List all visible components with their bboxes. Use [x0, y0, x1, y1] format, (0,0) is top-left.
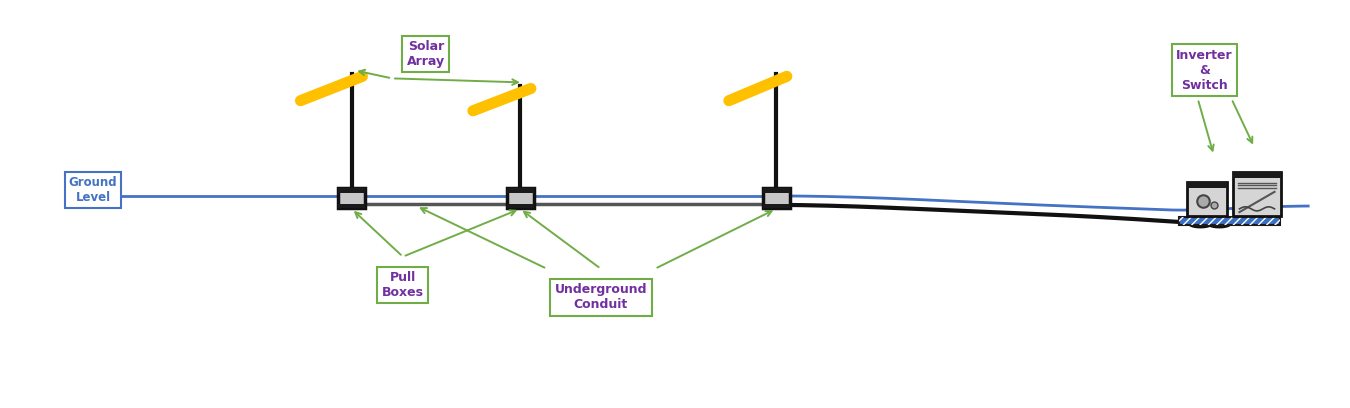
- Bar: [1179, 217, 1280, 226]
- Text: Underground
Conduit: Underground Conduit: [555, 283, 647, 311]
- Bar: [339, 188, 365, 208]
- Bar: [1233, 172, 1281, 178]
- Bar: [1179, 217, 1280, 226]
- Bar: [1187, 182, 1227, 216]
- Bar: [339, 204, 365, 208]
- Text: Inverter
&
Switch: Inverter & Switch: [1176, 49, 1233, 92]
- Bar: [763, 188, 790, 193]
- Text: Ground
Level: Ground Level: [69, 176, 117, 204]
- Bar: [506, 188, 533, 193]
- Text: Solar
Array: Solar Array: [406, 40, 446, 68]
- Bar: [339, 188, 365, 193]
- Bar: [763, 204, 790, 208]
- Text: Pull
Boxes: Pull Boxes: [382, 271, 424, 299]
- Bar: [506, 188, 533, 208]
- Bar: [1233, 172, 1281, 216]
- Bar: [1187, 182, 1227, 188]
- Bar: [763, 188, 790, 208]
- Bar: [506, 204, 533, 208]
